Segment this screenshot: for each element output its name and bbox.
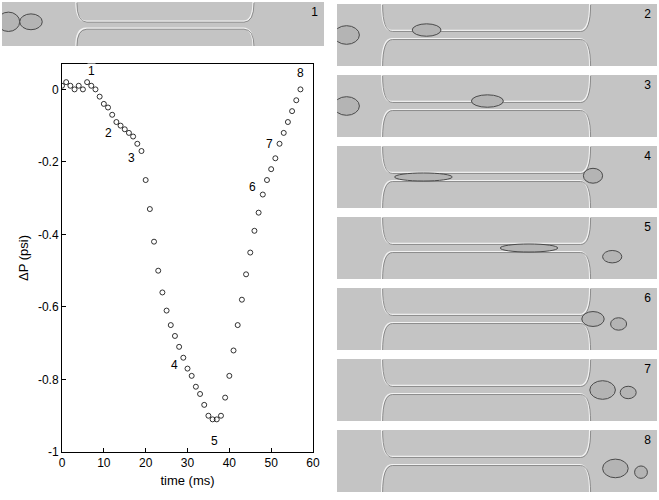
svg-text:10: 10 — [97, 456, 111, 470]
svg-text:4: 4 — [171, 358, 178, 372]
svg-text:-0.4: -0.4 — [38, 228, 59, 242]
svg-text:time (ms): time (ms) — [160, 473, 214, 488]
svg-text:-0.8: -0.8 — [38, 373, 59, 387]
svg-text:0: 0 — [59, 456, 66, 470]
svg-text:5: 5 — [211, 434, 218, 448]
svg-text:7: 7 — [644, 362, 651, 376]
svg-text:ΔP (psi): ΔP (psi) — [16, 235, 31, 281]
svg-text:2: 2 — [644, 7, 651, 21]
svg-text:40: 40 — [223, 456, 237, 470]
svg-text:8: 8 — [297, 66, 304, 80]
svg-text:7: 7 — [266, 137, 273, 151]
svg-text:0: 0 — [52, 83, 59, 97]
svg-text:20: 20 — [139, 456, 153, 470]
svg-text:6: 6 — [249, 180, 256, 194]
svg-text:30: 30 — [181, 456, 195, 470]
svg-text:8: 8 — [644, 433, 651, 447]
svg-text:2: 2 — [105, 126, 112, 140]
svg-text:6: 6 — [644, 291, 651, 305]
svg-text:-1: -1 — [48, 445, 59, 459]
svg-text:1: 1 — [311, 5, 318, 19]
svg-text:60: 60 — [306, 456, 320, 470]
svg-text:50: 50 — [264, 456, 278, 470]
svg-text:3: 3 — [128, 151, 135, 165]
svg-text:1: 1 — [88, 64, 95, 78]
svg-text:-0.2: -0.2 — [38, 155, 59, 169]
svg-text:-0.6: -0.6 — [38, 300, 59, 314]
svg-text:5: 5 — [644, 220, 651, 234]
svg-text:3: 3 — [644, 78, 651, 92]
svg-text:4: 4 — [644, 149, 651, 163]
